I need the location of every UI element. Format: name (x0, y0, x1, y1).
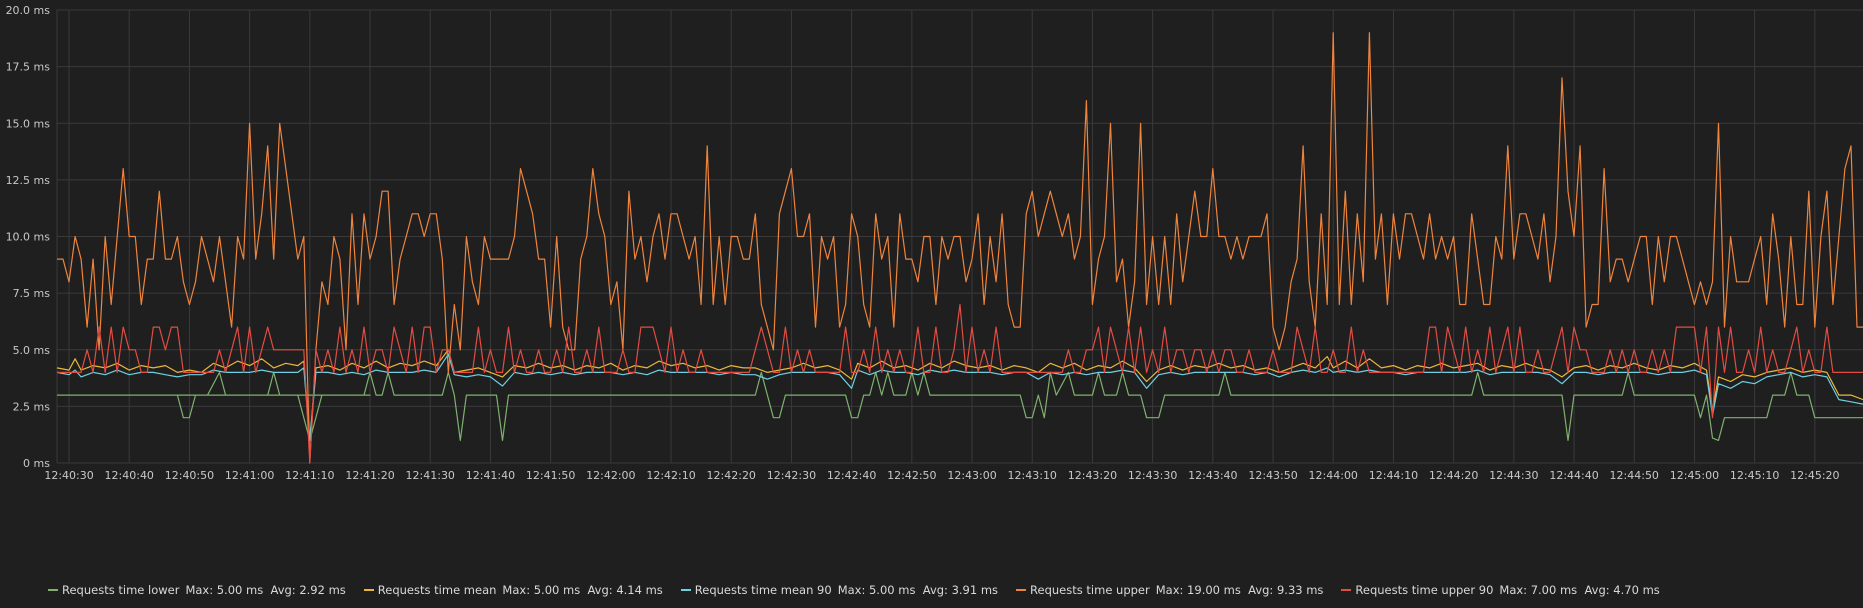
legend-series-stats: Max: 7.00 ms Avg: 4.70 ms (1499, 583, 1660, 597)
legend-swatch-icon (363, 589, 374, 591)
legend: Requests time lower Max: 5.00 ms Avg: 2.9… (48, 582, 1678, 598)
x-tick-label: 12:45:00 (1670, 469, 1719, 482)
x-tick-label: 12:44:20 (1429, 469, 1478, 482)
x-tick-label: 12:41:00 (225, 469, 274, 482)
y-tick-label: 10.0 ms (6, 231, 51, 244)
x-tick-label: 12:43:10 (1008, 469, 1057, 482)
x-tick-label: 12:40:50 (165, 469, 214, 482)
x-tick-label: 12:41:20 (345, 469, 394, 482)
x-tick-label: 12:42:10 (646, 469, 695, 482)
x-tick-label: 12:44:30 (1489, 469, 1538, 482)
x-tick-label: 12:42:00 (586, 469, 635, 482)
line-chart: 0 ms 2.5 ms 5.0 ms 7.5 ms 10.0 ms 12.5 ms 15.0… (6, 4, 1863, 482)
legend-item-requests-time-mean[interactable]: Requests time mean Max: 5.00 ms Avg: 4.14… (363, 583, 669, 597)
legend-swatch-icon (1016, 589, 1027, 591)
legend-series-stats: Max: 19.00 ms Avg: 9.33 ms (1155, 583, 1324, 597)
y-tick-label: 0 ms (23, 457, 50, 470)
x-tick-label: 12:44:40 (1549, 469, 1598, 482)
legend-swatch-icon (680, 589, 691, 591)
x-tick-label: 12:45:20 (1790, 469, 1839, 482)
y-tick-label: 15.0 ms (6, 117, 51, 130)
x-tick-label: 12:43:40 (1188, 469, 1237, 482)
series-line-requests-time-upper-90 (57, 303, 1863, 464)
legend-item-requests-time-mean-90[interactable]: Requests time mean 90 Max: 5.00 ms Avg: 3… (680, 583, 1004, 597)
x-tick-label: 12:45:10 (1730, 469, 1779, 482)
legend-series-stats: Max: 5.00 ms Avg: 3.91 ms (837, 583, 999, 597)
series-line-requests-time-mean (56, 349, 1863, 441)
x-tick-label: 12:43:50 (1248, 469, 1297, 482)
legend-item-requests-time-upper-90[interactable]: Requests time upper 90 Max: 7.00 ms Avg: … (1341, 583, 1665, 597)
legend-series-name: Requests time upper 90 (1355, 583, 1494, 597)
x-tick-label: 12:42:40 (827, 469, 876, 482)
legend-series-name: Requests time lower (62, 583, 180, 597)
y-tick-label: 12.5 ms (6, 174, 51, 187)
x-tick-label: 12:44:10 (1369, 469, 1418, 482)
x-tick-label: 12:41:40 (466, 469, 515, 482)
y-tick-label: 17.5 ms (6, 61, 51, 74)
y-tick-label: 20.0 ms (6, 4, 51, 17)
legend-swatch-icon (48, 589, 58, 591)
legend-series-stats: Max: 5.00 ms Avg: 4.14 ms (502, 583, 663, 597)
x-tick-label: 12:40:40 (105, 469, 154, 482)
x-tick-label: 12:43:30 (1128, 469, 1177, 482)
series-lines (56, 32, 1863, 464)
x-tick-label: 12:43:20 (1068, 469, 1117, 482)
y-tick-label: 7.5 ms (13, 287, 51, 300)
legend-item-requests-time-lower[interactable]: Requests time lower Max: 5.00 ms Avg: 2.9… (48, 583, 352, 597)
x-tick-label: 12:41:10 (285, 469, 334, 482)
series-line-requests-time-upper (57, 32, 1863, 464)
y-axis: 0 ms 2.5 ms 5.0 ms 7.5 ms 10.0 ms 12.5 ms 15.0… (6, 4, 51, 470)
x-tick-label: 12:42:50 (887, 469, 936, 482)
x-tick-label: 12:44:00 (1309, 469, 1358, 482)
legend-series-stats: Max: 5.00 ms Avg: 2.92 ms (185, 583, 346, 597)
x-tick-label: 12:40:30 (44, 469, 93, 482)
x-tick-label: 12:41:50 (526, 469, 575, 482)
x-tick-label: 12:43:00 (947, 469, 996, 482)
legend-series-name: Requests time mean 90 (694, 583, 832, 597)
x-tick-label: 12:44:50 (1610, 469, 1659, 482)
legend-series-name: Requests time upper (1030, 583, 1150, 597)
x-tick-label: 12:41:30 (406, 469, 455, 482)
x-axis: 12:40:30 12:40:40 12:40:50 12:41:00 12:41:10… (44, 469, 1839, 482)
legend-item-requests-time-upper[interactable]: Requests time upper Max: 19.00 ms Avg: 9.… (1016, 583, 1329, 597)
legend-swatch-icon (1341, 589, 1352, 591)
y-tick-label: 2.5 ms (13, 400, 51, 413)
legend-series-name: Requests time mean (377, 583, 497, 597)
x-tick-label: 12:42:30 (767, 469, 816, 482)
x-tick-label: 12:42:20 (707, 469, 756, 482)
y-tick-label: 5.0 ms (13, 344, 51, 357)
